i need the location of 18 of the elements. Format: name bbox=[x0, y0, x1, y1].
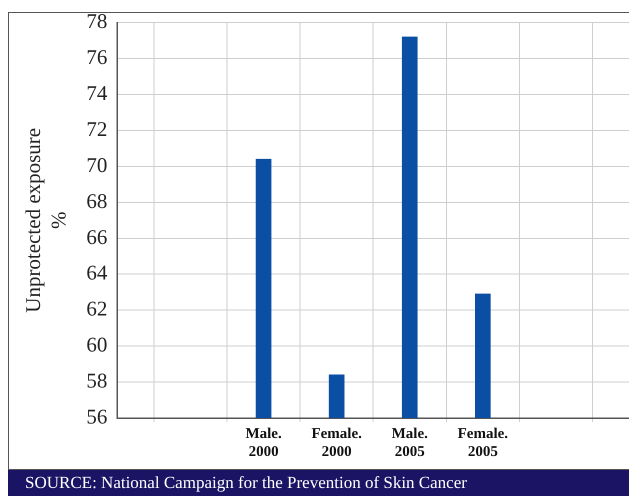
source-note: SOURCE: National Campaign for the Prevention of Skin Cancer bbox=[25, 473, 467, 492]
y-tick-label: 62 bbox=[86, 296, 108, 321]
y-tick-label: 64 bbox=[86, 260, 108, 285]
y-tick-label: 78 bbox=[86, 9, 108, 34]
x-tick-label: Female. 2000 bbox=[311, 426, 362, 460]
y-tick-label: 56 bbox=[86, 404, 108, 429]
y-tick-label: 72 bbox=[86, 116, 108, 141]
y-tick-label: 68 bbox=[86, 188, 108, 213]
y-tick-label: 66 bbox=[86, 224, 108, 249]
x-tick-label: Male. 2005 bbox=[392, 426, 428, 460]
y-tick-label: 76 bbox=[86, 45, 108, 70]
x-tick-label: Male. 2000 bbox=[245, 426, 282, 460]
y-tick-label: 60 bbox=[86, 332, 108, 357]
x-tick-label: Female. 2005 bbox=[458, 426, 508, 460]
y-tick-label: 74 bbox=[86, 81, 108, 106]
y-tick-label: 58 bbox=[86, 368, 108, 393]
y-tick-label: 70 bbox=[86, 152, 108, 177]
y-axis-title: Unprotected exposure % bbox=[21, 128, 70, 313]
